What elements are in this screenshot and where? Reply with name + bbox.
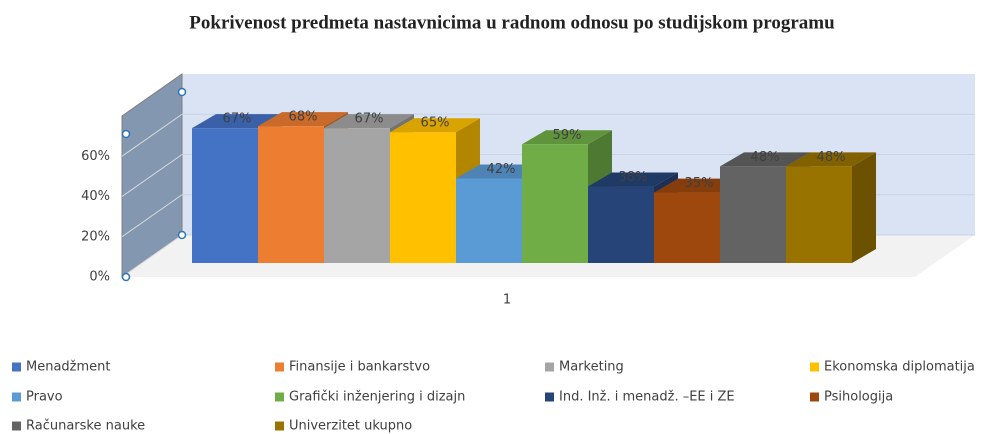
legend-label: Psihologija (824, 390, 893, 405)
legend-label: Pravo (26, 390, 63, 405)
bar-top (390, 118, 480, 133)
value-label: 48% (817, 150, 846, 165)
bar-top (786, 152, 876, 167)
value-label: 68% (289, 110, 318, 125)
value-label: 65% (421, 116, 450, 131)
legend-swatch (275, 362, 284, 372)
bar-side (852, 152, 876, 263)
legend-swatch (12, 362, 21, 372)
bar (390, 132, 456, 263)
legend-label: Marketing (559, 360, 624, 375)
legend-swatch (12, 392, 21, 402)
y-tick-label: 0% (89, 270, 110, 285)
bar (588, 186, 654, 263)
bar-top (258, 112, 348, 127)
legend-swatch (545, 392, 554, 402)
legend-swatch (12, 421, 21, 431)
legend-label: Računarske nauke (26, 419, 145, 434)
legend-swatch (275, 392, 284, 402)
bar-top (192, 114, 282, 129)
side-grid-line (121, 154, 183, 197)
bar (654, 192, 720, 263)
legend-label: Univerzitet ukupno (289, 419, 412, 434)
value-label: 48% (751, 150, 780, 165)
value-label: 59% (553, 128, 582, 143)
value-label: 67% (223, 112, 252, 127)
selection-handle (177, 87, 187, 97)
bar (324, 128, 390, 263)
legend-label: Menadžment (26, 360, 111, 375)
y-tick-label: 20% (81, 229, 110, 244)
legend-label: Finansije i bankarstvo (289, 360, 430, 375)
side-grid-line (121, 113, 183, 157)
bar (456, 178, 522, 263)
bar (786, 166, 852, 263)
selection-handle (121, 272, 131, 282)
legend-swatch (810, 392, 819, 402)
legend-swatch (545, 362, 554, 372)
chart-title: Pokrivenost predmeta nastavnicima u radn… (189, 12, 835, 33)
selection-handle (177, 230, 187, 240)
bar (258, 126, 324, 264)
x-tick-label: 1 (503, 293, 511, 308)
bar (522, 144, 588, 263)
legend-swatch (275, 421, 284, 431)
bar-top (324, 114, 414, 129)
side-grid-line (121, 194, 183, 238)
bar-top (720, 152, 810, 167)
value-label: 38% (619, 170, 648, 185)
bar (192, 128, 258, 263)
legend-label: Ind. Inž. i menadž. –EE i ZE (559, 390, 735, 405)
bar-top (588, 172, 678, 187)
side-grid-line (121, 234, 183, 278)
legend-label: Grafički inženjering i dizajn (289, 390, 465, 405)
value-label: 35% (685, 176, 714, 191)
value-label: 42% (487, 162, 516, 177)
legend-label: Ekonomska diplomatija (824, 360, 975, 375)
bar-top (522, 130, 612, 145)
bar (720, 166, 786, 263)
selection-handle (121, 129, 131, 139)
legend-swatch (810, 362, 819, 372)
y-tick-label: 60% (81, 149, 110, 164)
y-tick-label: 40% (81, 189, 110, 204)
value-label: 67% (355, 112, 384, 127)
